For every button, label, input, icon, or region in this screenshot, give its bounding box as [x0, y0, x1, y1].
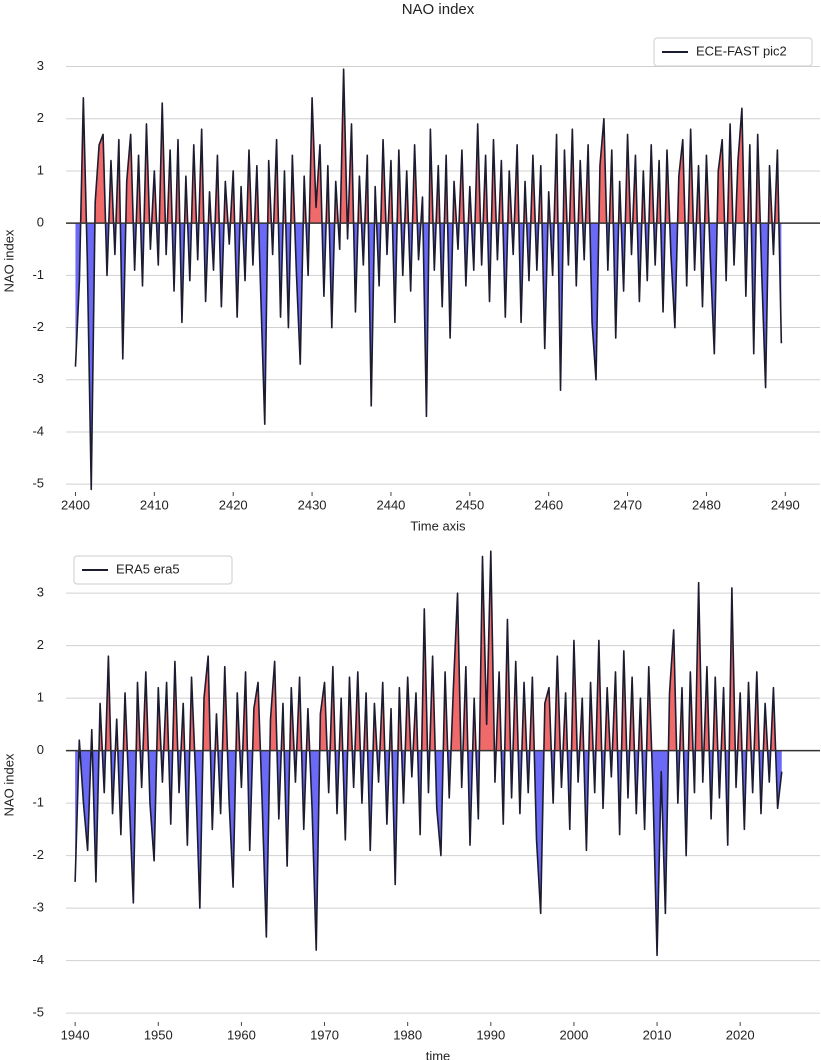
- legend-box: [653, 37, 813, 67]
- y-axis-label: NAO index: [1, 753, 16, 816]
- x-tick-label: 2020: [726, 1027, 755, 1042]
- legend-label: ECE-FAST pic2: [696, 43, 787, 58]
- legend-label: ERA5 era5: [116, 561, 180, 576]
- y-tick-label: -5: [32, 476, 44, 491]
- x-tick-label: 2410: [140, 497, 169, 512]
- y-axis-label: NAO index: [1, 229, 16, 292]
- x-tick-label: 2420: [219, 497, 248, 512]
- x-tick-label: 1970: [310, 1027, 339, 1042]
- x-tick-label: 2490: [771, 497, 800, 512]
- y-tick-label: 1: [37, 162, 44, 177]
- x-axis-label: Time axis: [410, 518, 466, 533]
- legend-box: [73, 555, 233, 585]
- chart-title: NAO index: [402, 1, 475, 18]
- x-tick-label: 2470: [613, 497, 642, 512]
- x-tick-label: 2440: [376, 497, 405, 512]
- y-tick-label: -1: [32, 795, 44, 810]
- x-tick-label: 2400: [61, 497, 90, 512]
- x-tick-label: 1980: [393, 1027, 422, 1042]
- y-tick-label: -1: [32, 267, 44, 282]
- y-tick-label: 3: [37, 585, 44, 600]
- x-tick-label: 1990: [476, 1027, 505, 1042]
- x-tick-label: 2480: [692, 497, 721, 512]
- y-tick-label: 0: [37, 742, 44, 757]
- x-axis-label: time: [426, 1048, 451, 1060]
- y-tick-label: -3: [32, 371, 44, 386]
- y-tick-label: 2: [37, 637, 44, 652]
- series-line: [74, 550, 783, 957]
- x-tick-label: 1950: [144, 1027, 173, 1042]
- x-tick-label: 1940: [61, 1027, 90, 1042]
- positive-area: [78, 551, 776, 751]
- y-tick-label: -4: [32, 952, 44, 967]
- y-tick-label: -2: [32, 847, 44, 862]
- y-tick-label: 1: [37, 690, 44, 705]
- y-tick-label: -3: [32, 900, 44, 915]
- y-tick-label: 3: [37, 58, 44, 73]
- x-tick-label: 2000: [559, 1027, 588, 1042]
- y-tick-label: -5: [32, 1005, 44, 1020]
- y-tick-label: 0: [37, 215, 44, 230]
- x-tick-label: 2430: [298, 497, 327, 512]
- x-tick-label: 1960: [227, 1027, 256, 1042]
- x-tick-label: 2460: [534, 497, 563, 512]
- y-tick-label: -2: [32, 319, 44, 334]
- y-tick-label: -4: [32, 423, 44, 438]
- y-tick-label: 2: [37, 110, 44, 125]
- series-line: [74, 68, 783, 491]
- x-tick-label: 2010: [643, 1027, 672, 1042]
- x-tick-label: 2450: [455, 497, 484, 512]
- positive-area: [80, 69, 779, 224]
